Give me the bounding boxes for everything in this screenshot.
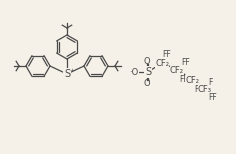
Text: FF: FF: [195, 85, 203, 93]
Text: FF: FF: [163, 49, 171, 59]
Text: F: F: [208, 77, 212, 87]
Text: FF: FF: [182, 57, 190, 67]
Text: FF: FF: [180, 75, 188, 83]
Text: S: S: [145, 67, 151, 77]
Text: O: O: [144, 79, 151, 87]
Text: CF₂: CF₂: [170, 65, 184, 75]
Text: CF₃: CF₃: [198, 85, 212, 93]
Text: +: +: [69, 68, 74, 73]
Text: O: O: [144, 57, 151, 65]
Text: CF₂: CF₂: [155, 59, 169, 67]
Text: S: S: [64, 69, 70, 79]
Text: FF: FF: [209, 93, 217, 103]
Text: CF₂: CF₂: [185, 75, 199, 85]
Text: ·O: ·O: [129, 67, 139, 77]
